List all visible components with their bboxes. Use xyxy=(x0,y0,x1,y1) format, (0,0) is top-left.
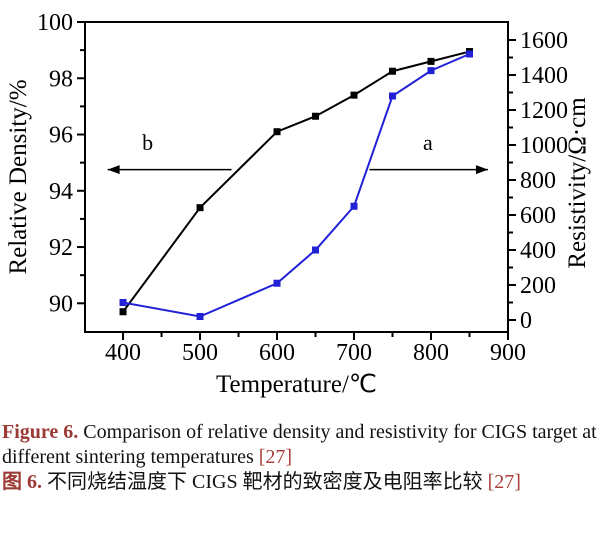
x-tick-label: 900 xyxy=(490,340,526,366)
y-left-tick-label: 98 xyxy=(49,66,73,92)
marker-relative-density xyxy=(389,67,397,75)
curve-relative-density xyxy=(122,50,470,313)
marker-relative-density xyxy=(196,204,204,212)
arrow-a-head xyxy=(475,165,488,175)
marker-relative-density xyxy=(427,57,435,65)
marker-relative-density xyxy=(350,91,358,99)
marker-relative-density xyxy=(119,308,127,316)
caption-zh-citation: [27] xyxy=(487,471,521,493)
marker-resistivity xyxy=(196,312,204,320)
y-left-tick-label: 100 xyxy=(37,10,73,36)
caption-zh-label: 图 6. xyxy=(2,471,42,493)
y-right-tick-label: 1400 xyxy=(520,63,568,89)
y-left-tick-label: 96 xyxy=(49,123,73,149)
figure-caption: Figure 6. Comparison of relative density… xyxy=(0,420,598,495)
y-right-tick-label: 1000 xyxy=(520,133,568,159)
curve-resistivity xyxy=(122,53,470,318)
curve-label-a: a xyxy=(423,130,433,155)
marker-resistivity xyxy=(312,246,320,254)
plot-frame xyxy=(84,21,509,333)
y-right-tick-label: 800 xyxy=(520,168,556,194)
x-tick-label: 700 xyxy=(336,340,372,366)
caption-english: Figure 6. Comparison of relative density… xyxy=(2,420,598,470)
marker-relative-density xyxy=(273,128,281,136)
x-tick-label: 400 xyxy=(105,340,141,366)
y-right-tick-label: 400 xyxy=(520,238,556,264)
y-left-tick-label: 92 xyxy=(49,235,73,261)
caption-en-citation: [27] xyxy=(258,446,293,468)
marker-resistivity xyxy=(466,50,474,58)
arrow-b-head xyxy=(107,165,120,175)
x-tick-label: 500 xyxy=(182,340,218,366)
x-tick-label: 800 xyxy=(413,340,449,366)
caption-chinese: 图 6. 不同烧结温度下 CIGS 靶材的致密度及电阻率比较 [27] xyxy=(2,470,598,495)
y-left-tick-label: 94 xyxy=(49,179,73,205)
marker-resistivity xyxy=(427,67,435,75)
y-right-tick-label: 600 xyxy=(520,203,556,229)
y-right-tick-label: 1600 xyxy=(520,28,568,54)
marker-resistivity xyxy=(389,92,397,100)
y-right-tick-label: 0 xyxy=(520,308,532,334)
x-tick-label: 600 xyxy=(259,340,295,366)
marker-relative-density xyxy=(312,112,320,120)
curve-label-b: b xyxy=(142,130,153,155)
y-left-tick-label: 90 xyxy=(49,291,73,317)
marker-resistivity xyxy=(119,298,127,306)
marker-resistivity xyxy=(273,279,281,287)
y-right-tick-label: 1200 xyxy=(520,98,568,124)
y-right-axis-title: Resistivity/Ω·cm xyxy=(564,97,591,269)
marker-resistivity xyxy=(350,202,358,210)
x-axis-title: Temperature/℃ xyxy=(216,371,377,398)
caption-en-label: Figure 6. xyxy=(2,421,79,443)
y-left-axis-title: Relative Density/% xyxy=(5,79,32,274)
sintering-temperature-chart: 400 500 600 700 800 9009092949698100020040060… xyxy=(5,10,591,398)
caption-en-text: Comparison of relative density and resis… xyxy=(2,421,597,468)
caption-zh-text: 不同烧结温度下 CIGS 靶材的致密度及电阻率比较 xyxy=(47,471,483,493)
y-right-tick-label: 200 xyxy=(520,273,556,299)
